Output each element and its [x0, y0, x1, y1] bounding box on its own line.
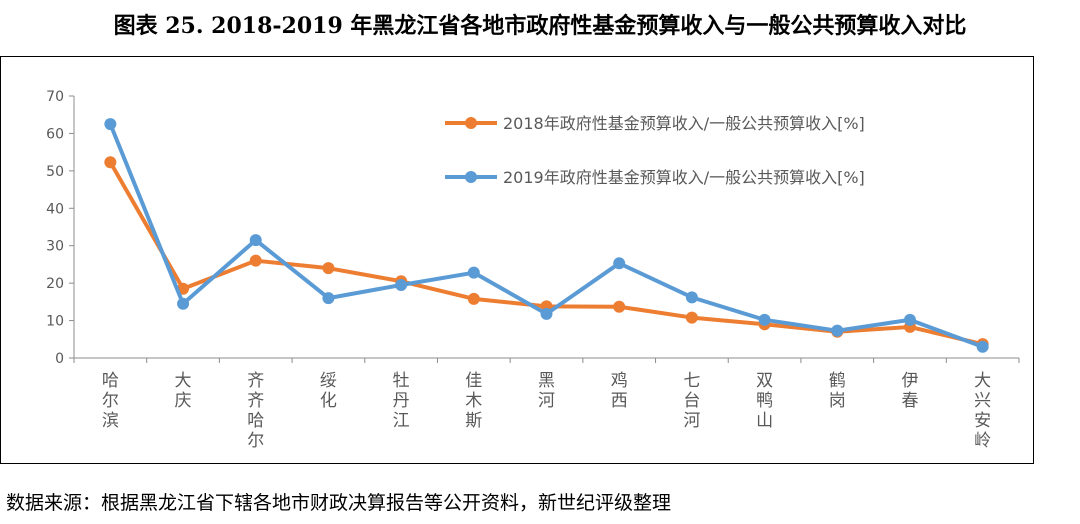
x-tick-label: 鹤岗	[829, 371, 846, 411]
x-tick-label: 双鸭山	[756, 371, 773, 431]
series-group	[104, 118, 989, 353]
legend-label: 2018年政府性基金预算收入/一般公共预算收入[%]	[503, 114, 865, 133]
x-tick-label: 齐齐哈尔	[247, 371, 264, 451]
line-chart: 0 10 20 30 40 50 60 70 哈尔滨 大庆 齐齐哈尔 绥化 牡丹江 佳木斯 黑河 鸡西 七台河…	[46, 89, 1020, 451]
x-tick-label: 大兴安岭	[974, 371, 991, 451]
source-note: 数据来源：根据黑龙江省下辖各地市财政决算报告等公开资料，新世纪评级整理	[6, 492, 672, 514]
x-tick-label: 哈尔滨	[102, 371, 119, 431]
legend: 2018年政府性基金预算收入/一般公共预算收入[%] 2019年政府性基金预算收入…	[445, 114, 865, 187]
data-point	[758, 313, 771, 326]
data-point	[613, 300, 626, 313]
y-tick-label: 70	[46, 89, 64, 105]
x-tick-label: 七台河	[683, 371, 700, 431]
x-tick-label: 黑河	[538, 371, 555, 411]
data-point	[249, 254, 262, 267]
data-point	[976, 340, 989, 353]
data-point	[322, 292, 335, 305]
data-point	[467, 292, 480, 305]
data-point	[467, 266, 480, 279]
x-tick-label: 伊春	[901, 371, 918, 411]
data-point	[831, 324, 844, 337]
x-tick-label: 大庆	[175, 371, 192, 411]
y-tick-label: 10	[46, 314, 64, 330]
y-tick-label: 30	[46, 239, 64, 255]
chart-title: 图表 25. 2018-2019 年黑龙江省各地市政府性基金预算收入与一般公共预…	[113, 13, 967, 39]
legend-marker	[465, 117, 477, 129]
data-point	[249, 234, 262, 247]
data-point	[104, 156, 117, 169]
x-tick-label: 牡丹江	[393, 371, 410, 431]
x-axis-ticks: 哈尔滨 大庆 齐齐哈尔 绥化 牡丹江 佳木斯 黑河 鸡西 七台河 双鸭山 鹤岗 伊春 大兴安岭	[73, 358, 1020, 451]
data-point	[903, 313, 916, 326]
data-point	[177, 297, 190, 310]
data-point	[104, 118, 117, 131]
data-point	[613, 257, 626, 270]
chart-frame: 0 10 20 30 40 50 60 70 哈尔滨 大庆 齐齐哈尔 绥化 牡丹江 佳木斯 黑河 鸡西 七台河…	[0, 56, 1034, 464]
y-tick-label: 0	[55, 351, 64, 367]
y-axis-ticks: 0 10 20 30 40 50 60 70	[46, 89, 74, 367]
data-point	[322, 262, 335, 275]
y-tick-label: 60	[46, 126, 64, 142]
legend-label: 2019年政府性基金预算收入/一般公共预算收入[%]	[503, 168, 865, 187]
data-point	[540, 307, 553, 320]
y-tick-label: 50	[46, 164, 64, 180]
x-tick-label: 绥化	[320, 371, 337, 411]
y-tick-label: 40	[46, 201, 64, 217]
data-point	[685, 311, 698, 324]
y-tick-label: 20	[46, 276, 64, 292]
axes	[73, 96, 1019, 359]
legend-marker	[465, 171, 477, 183]
data-point	[395, 279, 408, 292]
x-tick-label: 佳木斯	[465, 371, 482, 431]
x-tick-label: 鸡西	[611, 371, 628, 411]
data-point	[685, 291, 698, 304]
